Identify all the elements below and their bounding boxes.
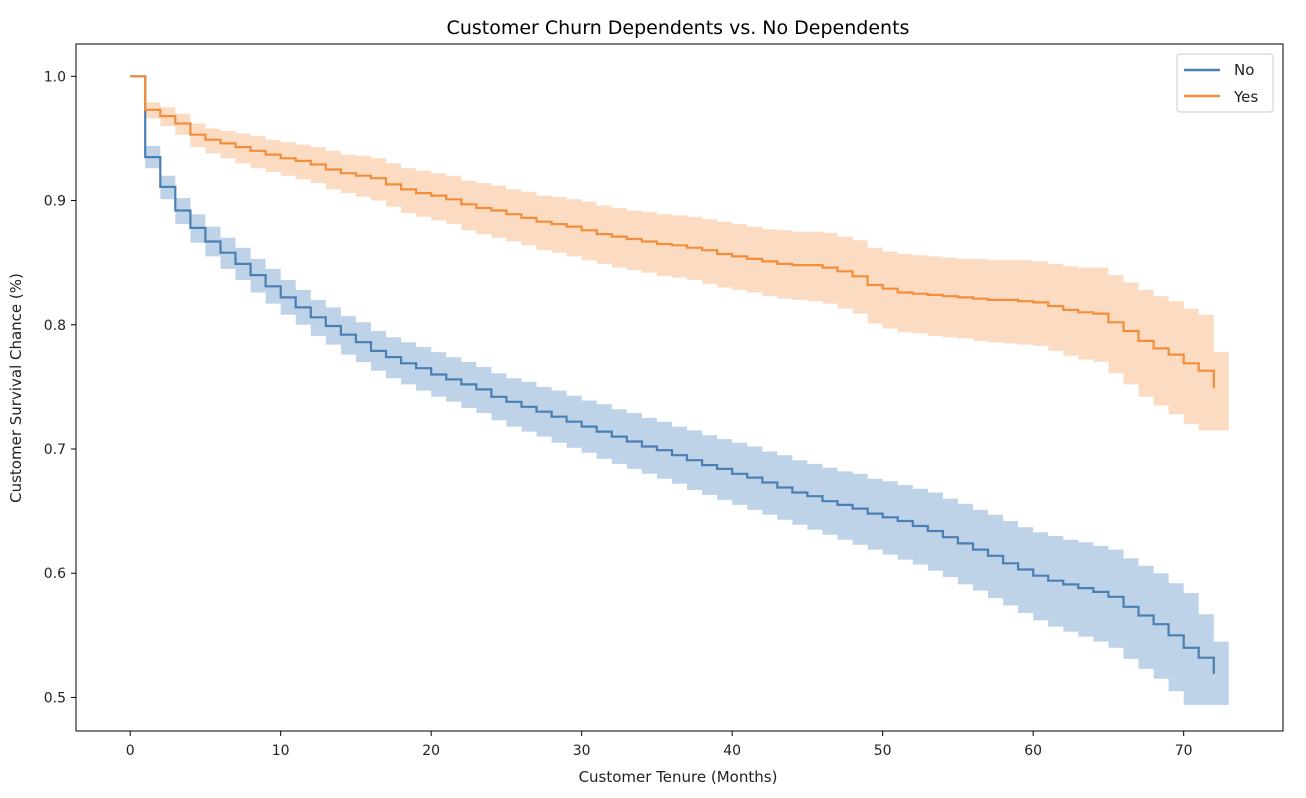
x-axis-ticks: 0 10 20 30 40 50 60 70 <box>126 731 1193 759</box>
y-axis-ticks: 0.5 0.6 0.7 0.8 0.9 1.0 <box>44 69 76 706</box>
x-tick-label: 60 <box>1024 743 1042 759</box>
chart-title: Customer Churn Dependents vs. No Depende… <box>447 17 910 39</box>
y-tick-label: 1.0 <box>44 69 66 85</box>
legend-label-no: No <box>1234 61 1254 79</box>
x-tick-label: 30 <box>573 743 591 759</box>
x-tick-label: 40 <box>723 743 741 759</box>
series-lines <box>130 75 1215 674</box>
band-no <box>130 76 1229 705</box>
y-tick-label: 0.9 <box>44 194 66 210</box>
y-axis-label: Customer Survival Chance (%) <box>7 273 25 503</box>
legend-label-yes: Yes <box>1233 88 1258 106</box>
x-tick-label: 70 <box>1175 743 1193 759</box>
y-tick-label: 0.7 <box>44 442 66 458</box>
x-tick-label: 50 <box>874 743 892 759</box>
plot-area-frame <box>75 43 1284 732</box>
series-line-no <box>130 75 1215 674</box>
x-tick-label: 0 <box>126 743 135 759</box>
band-yes <box>130 76 1229 431</box>
x-axis-label: Customer Tenure (Months) <box>579 768 778 786</box>
legend: No Yes <box>1176 53 1274 113</box>
x-tick-label: 10 <box>272 743 290 759</box>
x-tick-label: 20 <box>422 743 440 759</box>
y-tick-label: 0.5 <box>44 690 66 706</box>
legend-box <box>1176 53 1274 113</box>
y-tick-label: 0.8 <box>44 318 66 334</box>
confidence-bands <box>130 76 1229 705</box>
series-line-yes <box>130 75 1215 389</box>
y-tick-label: 0.6 <box>44 566 66 582</box>
